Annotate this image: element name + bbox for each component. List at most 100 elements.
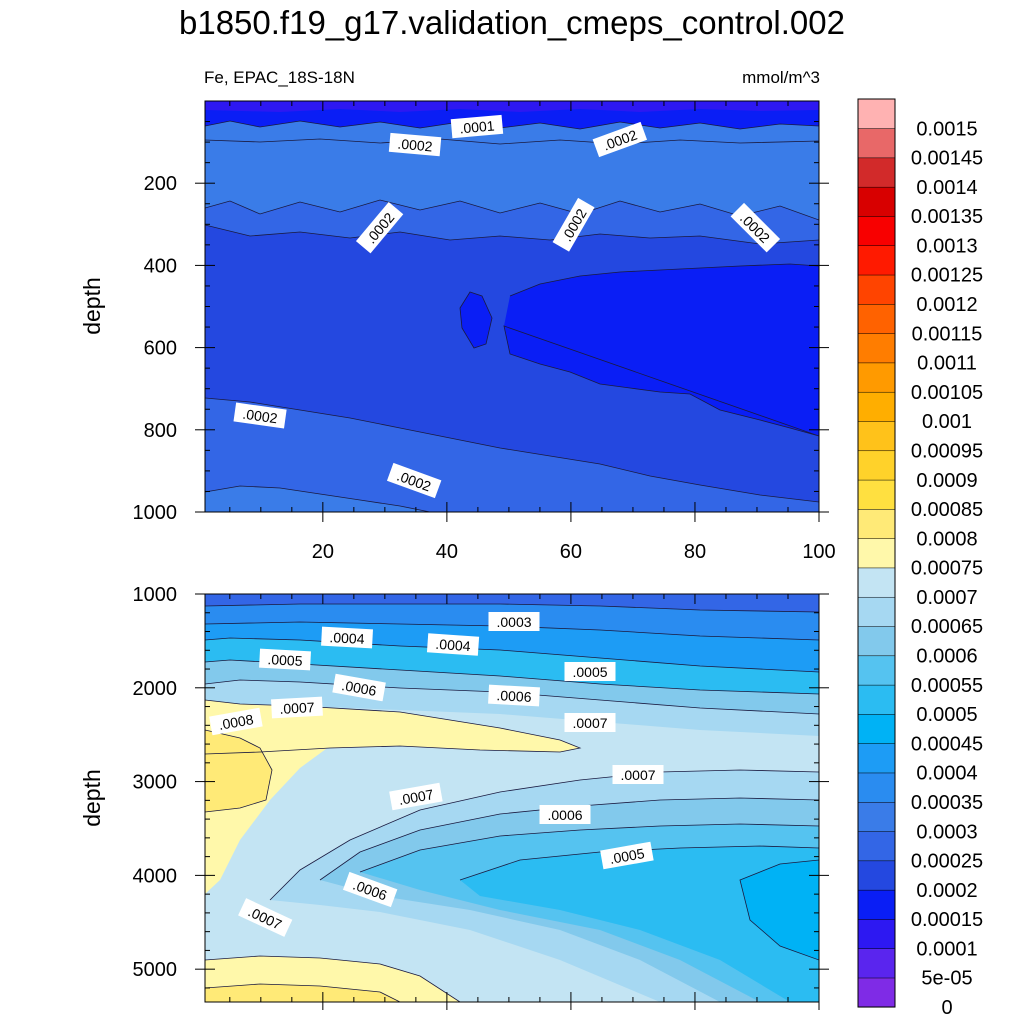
y-tick-label: 2000 xyxy=(133,678,178,700)
contour-label-box xyxy=(386,462,442,499)
colorbar-swatch xyxy=(857,655,896,686)
upper-axes: 20 40 60 80 100 200 400 600 800 1000 xyxy=(133,100,836,563)
colorbar-swatch xyxy=(857,450,896,481)
lower-fill-00025 xyxy=(205,594,819,612)
colorbar-label: 0.00035 xyxy=(911,792,983,814)
y-tick-label: 600 xyxy=(144,338,177,360)
colorbar-swatch xyxy=(857,128,896,159)
upper-panel: .0001.0002.0002.0002.0002.0002.0002.0002… xyxy=(79,100,836,563)
colorbar-swatch xyxy=(857,538,896,569)
y-tick-label: 400 xyxy=(144,255,177,277)
colorbar-swatch xyxy=(857,186,896,217)
contour-label-text: .0002 xyxy=(397,136,434,155)
contour-label-text: .0007 xyxy=(279,699,315,717)
colorbar-label: 0.00105 xyxy=(911,382,983,404)
lower-fill-0008-bottom xyxy=(205,984,400,1002)
colorbar-label: 0.00145 xyxy=(911,148,983,170)
lower-contour-labels: .0003 .0004 .0004 .0005 .0005 .0006 .0006 .0007… xyxy=(209,612,664,937)
contour-label-box xyxy=(426,633,480,656)
x-tick-label: 60 xyxy=(560,541,582,563)
contour-label-box xyxy=(539,805,591,824)
colorbar-label: 0.00025 xyxy=(911,851,983,873)
x-tick-label: 80 xyxy=(684,541,706,563)
subtitle-left: Fe, EPAC_18S-18N xyxy=(204,68,355,87)
contour-label-text: .0001 xyxy=(459,117,496,136)
colorbar-label: 0.00115 xyxy=(912,323,983,345)
figure-title: b1850.f19_g17.validation_cmeps_control.0… xyxy=(179,4,845,41)
contour-label: .0008 xyxy=(209,707,263,736)
contour-label-text: .0008 xyxy=(217,711,254,733)
x-tick-label: 20 xyxy=(312,541,334,563)
contour-label: .0002 xyxy=(233,402,287,429)
colorbar-label: 0.0013 xyxy=(916,235,977,257)
contour-label-box xyxy=(389,782,443,811)
contour-label-text: .0005 xyxy=(267,651,303,669)
colorbar-swatch xyxy=(857,98,896,129)
contour-label: .0005 xyxy=(564,662,616,681)
contour-label: .0001 xyxy=(450,114,504,139)
colorbar-swatch xyxy=(857,772,896,803)
upper-contour-0001-core xyxy=(503,263,819,437)
colorbar-label: 0.00075 xyxy=(911,558,983,580)
contour-label-text: .0007 xyxy=(572,715,607,731)
colorbar-label: 0.0008 xyxy=(916,528,977,550)
colorbar-label: 5e-05 xyxy=(921,968,972,990)
lower-ylabel: depth xyxy=(79,769,105,827)
colorbar-swatch xyxy=(857,713,896,744)
colorbar-label: 0.0012 xyxy=(916,294,977,316)
x-tick-label: 40 xyxy=(436,541,458,563)
upper-fill-0001-core xyxy=(504,264,819,436)
colorbar-label: 0 xyxy=(941,997,952,1019)
contour-label: .0007 xyxy=(564,713,616,732)
contour-label: .0007 xyxy=(389,782,443,811)
contour-label-text: .0007 xyxy=(397,786,434,808)
contour-label-box xyxy=(271,696,323,719)
colorbar-swatch xyxy=(857,596,896,627)
colorbar-swatch xyxy=(857,245,896,276)
colorbar-swatch xyxy=(857,567,896,598)
lower-fill-0008 xyxy=(205,730,272,812)
colorbar-label: 0.0005 xyxy=(916,704,977,726)
colorbar-swatch xyxy=(857,918,896,949)
y-tick-label: 200 xyxy=(144,173,177,195)
contour-label-box xyxy=(488,684,540,707)
contour-label: .0004 xyxy=(321,626,373,649)
colorbar-label: 0.00045 xyxy=(911,733,983,755)
colorbar-swatch xyxy=(857,743,896,774)
contour-label-box xyxy=(355,202,404,254)
contour-label-box xyxy=(233,402,287,429)
colorbar-swatch xyxy=(857,479,896,510)
lower-plot-area xyxy=(205,594,819,1002)
lower-panel: .0003 .0004 .0004 .0005 .0005 .0006 .0006 .0007… xyxy=(79,584,829,1010)
colorbar-swatch xyxy=(857,362,896,393)
colorbar-label: 0.0004 xyxy=(916,763,977,785)
contour-label-box xyxy=(388,132,442,157)
colorbar-swatch xyxy=(857,889,896,920)
colorbar-label: 0.00125 xyxy=(911,265,983,287)
lower-axes: 1000 2000 3000 4000 5000 xyxy=(133,584,829,1010)
contour-label: .0006 xyxy=(332,673,386,702)
colorbar-swatch xyxy=(857,684,896,715)
y-tick-label: 5000 xyxy=(133,959,178,981)
colorbar-swatch xyxy=(857,948,896,979)
colorbar-swatch xyxy=(857,508,896,539)
colorbar-swatch xyxy=(857,274,896,305)
colorbar-swatch xyxy=(857,420,896,452)
colorbar-label: 0.0002 xyxy=(916,880,977,902)
contour-label: .0003 xyxy=(488,612,540,631)
lower-fill-0005-core xyxy=(460,846,819,1002)
contour-label-text: .0003 xyxy=(496,614,531,630)
colorbar-label: 0.00055 xyxy=(911,675,983,697)
x-tick-label: 100 xyxy=(802,541,835,563)
contour-label-box xyxy=(321,626,373,649)
contour-label-box xyxy=(564,713,616,732)
subtitle-right: mmol/m^3 xyxy=(742,68,820,87)
contour-label: .0006 xyxy=(488,684,540,707)
colorbar-label: 0.0009 xyxy=(916,470,977,492)
contour-label-box xyxy=(600,841,654,870)
colorbar-swatch xyxy=(857,157,896,188)
colorbar-label: 0.0015 xyxy=(916,118,977,140)
upper-contour-00015 xyxy=(205,138,819,145)
colorbar-label: 0.00135 xyxy=(911,206,983,228)
